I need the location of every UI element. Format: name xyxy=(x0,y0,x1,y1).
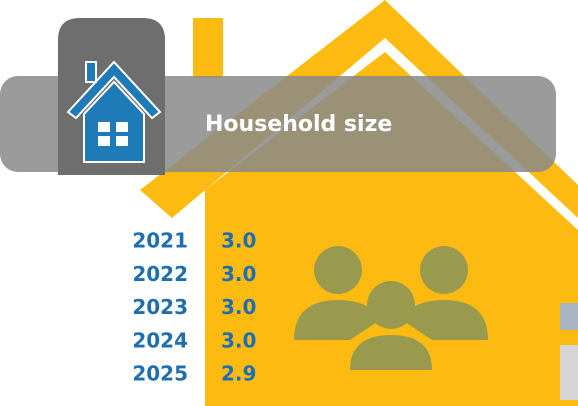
side-box xyxy=(560,303,578,330)
chimney xyxy=(193,18,223,78)
year: 2025 xyxy=(132,362,188,386)
side-box xyxy=(560,345,578,400)
value: 3.0 xyxy=(221,295,256,319)
value: 3.0 xyxy=(221,229,256,253)
year: 2024 xyxy=(132,328,188,352)
people-icon xyxy=(294,246,488,370)
title: Household size xyxy=(205,112,392,137)
year: 2023 xyxy=(132,295,188,319)
value: 3.0 xyxy=(221,328,256,352)
value: 2.9 xyxy=(221,362,256,386)
year: 2021 xyxy=(132,229,188,253)
house-icon xyxy=(66,60,162,163)
year: 2022 xyxy=(132,262,188,286)
value: 3.0 xyxy=(221,262,256,286)
